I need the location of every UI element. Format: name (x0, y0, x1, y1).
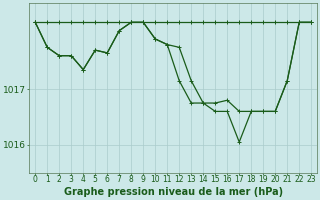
X-axis label: Graphe pression niveau de la mer (hPa): Graphe pression niveau de la mer (hPa) (64, 187, 283, 197)
